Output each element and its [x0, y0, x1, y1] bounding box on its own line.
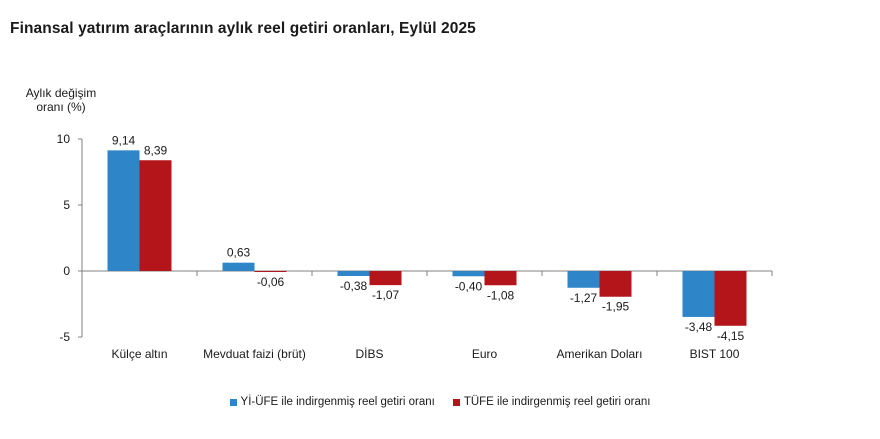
bar-tufe: [369, 271, 402, 286]
x-tick-label: BIST 100: [690, 347, 740, 361]
y-tick-label: 10: [57, 132, 71, 146]
y-tick-label: 5: [63, 198, 70, 212]
data-labels: 9,14 8,39 0,63 -0,06 -0,38 -1,07 -0,40 -1,08 -1,…: [112, 133, 745, 342]
data-label: -0,40: [455, 279, 483, 293]
legend-label: Yİ-ÜFE ile indirgenmiş reel getiri oranı: [240, 396, 435, 408]
bars: [107, 150, 747, 326]
bar-yiufe: [567, 271, 600, 288]
data-label: -1,08: [487, 288, 515, 302]
bar-yiufe: [337, 271, 370, 277]
data-label: -4,15: [717, 329, 745, 343]
x-tick-label: Külçe altın: [111, 347, 167, 361]
bar-yiufe: [682, 271, 715, 317]
data-label: -1,27: [570, 291, 598, 305]
y-tick-label: -5: [59, 330, 70, 344]
axes: 10 5 0 -5: [57, 132, 773, 344]
legend-item-tufe: TÜFE ile indirgenmiş reel getiri oranı: [452, 396, 651, 408]
x-tick-label: Euro: [472, 347, 498, 361]
data-label: -1,95: [602, 300, 630, 314]
data-label: 8,39: [144, 143, 168, 157]
bar-tufe: [599, 271, 632, 297]
bar-tufe: [714, 271, 747, 326]
legend-item-yiufe: Yİ-ÜFE ile indirgenmiş reel getiri oranı: [229, 396, 435, 408]
bar-tufe: [254, 271, 287, 272]
bar-tufe: [139, 160, 172, 271]
data-label: 0,63: [227, 246, 251, 260]
y-axis-label: Aylık değişim oranı (%): [25, 86, 97, 114]
legend-swatch: [229, 398, 237, 406]
x-tick-label: DİBS: [355, 347, 383, 361]
data-label: -1,07: [372, 288, 400, 302]
bar-yiufe: [222, 262, 255, 271]
x-tick-label: Amerikan Doları: [556, 347, 642, 361]
legend-label: TÜFE ile indirgenmiş reel getiri oranı: [463, 396, 651, 408]
x-tick-labels: Külçe altın Mevduat faizi (brüt) DİBS Euro A…: [111, 347, 739, 361]
x-tick-label: Mevduat faizi (brüt): [203, 347, 306, 361]
data-label: -3,48: [685, 320, 713, 334]
legend-swatch: [452, 398, 460, 406]
bar-yiufe: [452, 271, 485, 277]
bar-yiufe: [107, 150, 140, 271]
data-label: 9,14: [112, 133, 136, 147]
data-label: -0,38: [340, 279, 368, 293]
data-label: -0,06: [257, 275, 285, 289]
y-tick-label: 0: [63, 264, 70, 278]
legend: Yİ-ÜFE ile indirgenmiş reel getiri oranı…: [0, 396, 880, 408]
bar-tufe: [484, 271, 517, 286]
chart-title: Finansal yatırım araçlarının aylık reel …: [10, 20, 476, 37]
